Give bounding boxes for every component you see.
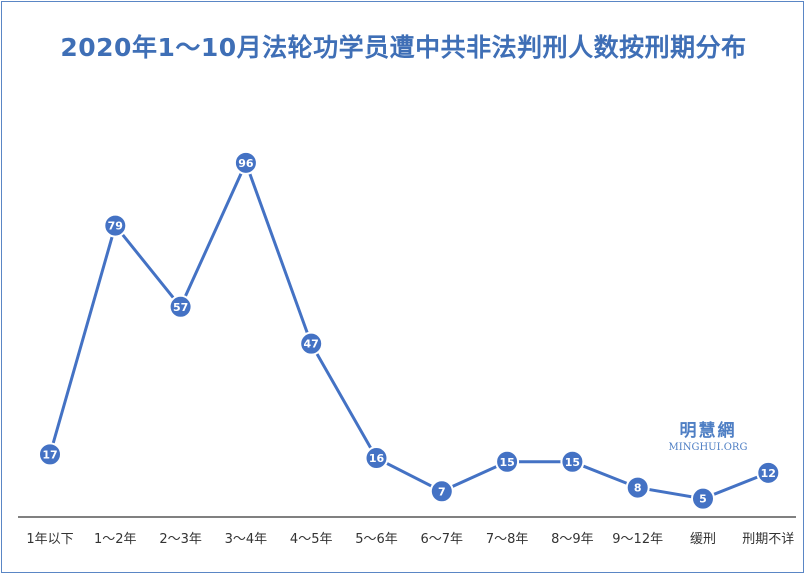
logo-english-text: MINGHUI.ORG (668, 442, 748, 453)
point-marker (495, 449, 520, 474)
data-point: 7 (429, 479, 454, 504)
x-tick-label: 7～8年 (486, 532, 529, 547)
x-tick-label: 5～6年 (355, 532, 398, 547)
data-point: 47 (299, 331, 324, 356)
x-tick-labels: 1年以下 1～2年 2～3年 3～4年 4～5年 5～6年 6～7年 7～8年 8～9年 9～12… (26, 532, 794, 547)
x-tick-label: 1年以下 (26, 532, 73, 547)
data-label: 96 (238, 157, 254, 170)
point-marker (168, 294, 193, 319)
point-marker (38, 442, 62, 467)
series-line (48, 158, 769, 501)
data-point: 79 (103, 213, 128, 238)
data-label: 17 (42, 448, 57, 461)
point-marker (625, 475, 650, 500)
data-point: 15 (560, 449, 585, 474)
point-marker (756, 460, 781, 485)
data-point: 15 (495, 449, 520, 474)
data-points: 17 79 57 96 47 16 7 15 15 8 5 12 (38, 150, 781, 511)
data-label: 7 (438, 485, 446, 498)
chart-title: 2020年1～10月法轮功学员遭中共非法判刑人数按刑期分布 (60, 33, 747, 62)
data-point: 8 (625, 475, 650, 500)
x-tick-label: 刑期不详 (742, 532, 794, 547)
point-marker (429, 479, 454, 504)
data-label: 57 (173, 301, 188, 314)
point-marker (560, 449, 585, 474)
data-point: 5 (691, 486, 715, 511)
x-tick-label: 9～12年 (612, 532, 663, 547)
point-marker (299, 331, 324, 356)
point-marker (233, 150, 258, 175)
x-tick-label: 4～5年 (290, 532, 333, 547)
minghui-logo: 明慧網 MINGHUI.ORG (666, 416, 750, 453)
x-tick-label: 缓刑 (690, 532, 716, 547)
data-label: 12 (761, 467, 776, 480)
data-label: 8 (634, 482, 642, 495)
x-tick-label: 3～4年 (225, 532, 268, 547)
point-marker (364, 446, 389, 471)
data-point: 12 (756, 460, 781, 485)
data-point: 57 (168, 294, 193, 319)
data-point: 16 (364, 446, 389, 471)
x-tick-label: 8～9年 (551, 532, 594, 547)
data-label: 79 (108, 220, 123, 233)
x-tick-label: 6～7年 (421, 532, 464, 547)
data-label: 15 (499, 456, 514, 469)
logo-chinese-text: 明慧網 (679, 421, 737, 441)
data-point: 17 (38, 442, 62, 467)
point-marker (103, 213, 128, 238)
data-label: 5 (699, 493, 707, 506)
data-point: 96 (233, 150, 258, 175)
x-tick-label: 1～2年 (94, 532, 137, 547)
data-label: 47 (304, 338, 319, 351)
x-tick-label: 2～3年 (159, 532, 202, 547)
data-label: 15 (565, 456, 580, 469)
point-marker (691, 486, 715, 511)
data-label: 16 (369, 452, 385, 465)
